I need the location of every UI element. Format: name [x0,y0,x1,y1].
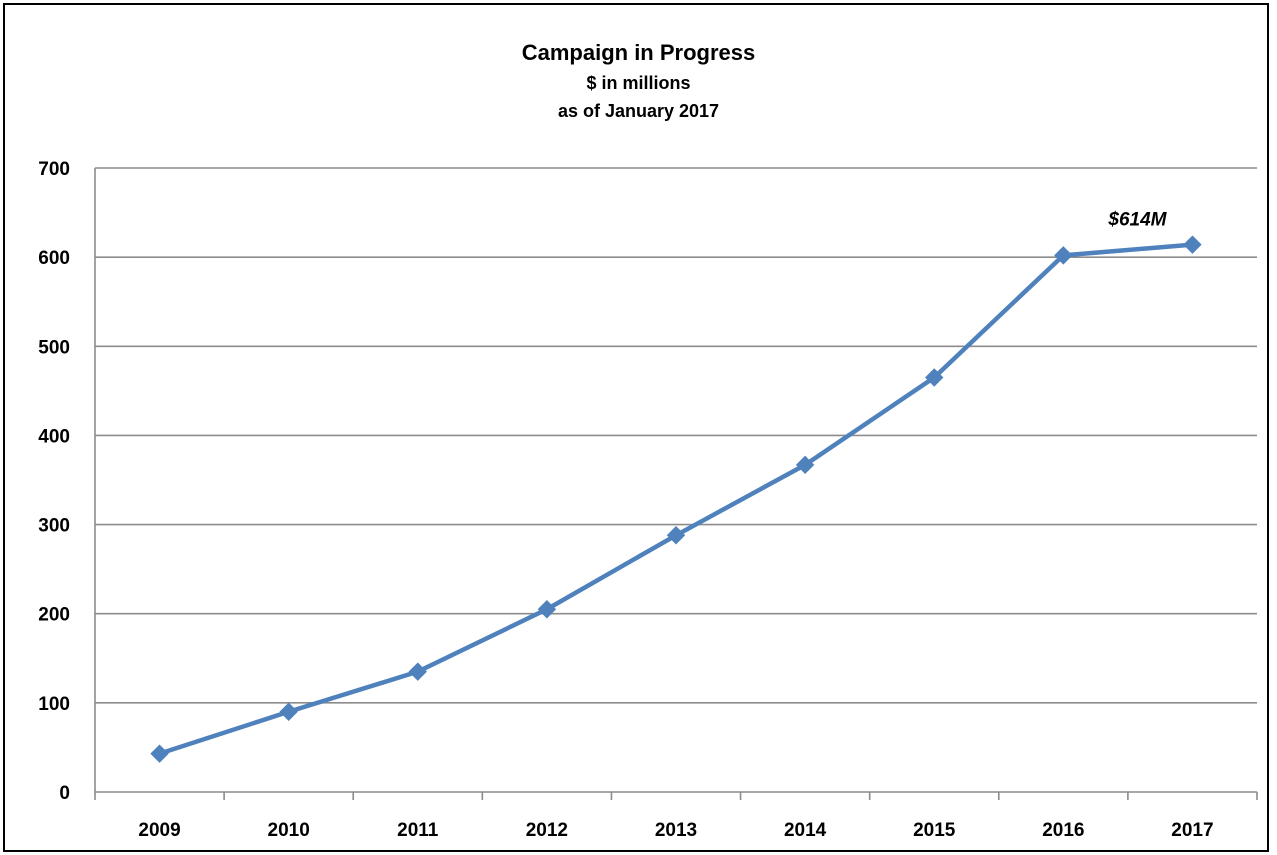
axes [94,168,1258,800]
x-tick-label-2013: 2013 [655,820,697,841]
annotation-total-label: $614M [1107,210,1167,231]
x-tick-label-2014: 2014 [784,820,827,841]
y-tick-label-200: 200 [38,605,70,626]
chart-subtitle-2: as of January 2017 [557,101,720,121]
y-tick-label-700: 700 [38,159,70,180]
x-tick-label-2015: 2015 [913,820,956,841]
gridlines [95,167,1257,704]
data-point-2016 [1054,246,1073,265]
x-tick-label-2016: 2016 [1042,820,1084,841]
chart-frame [3,3,1269,852]
y-tick-label-100: 100 [38,694,70,715]
data-point-2014 [795,455,815,475]
annotations: $614M [1107,210,1167,231]
y-axis-tick-labels: 0 100 200 300 400 500 600 700 [38,159,70,804]
x-tick-label-2009: 2009 [138,820,180,841]
series-campaign-total [150,235,1202,763]
x-tick-label-2017: 2017 [1171,820,1213,841]
chart-subtitle-1: $ in millions [586,73,691,93]
data-point-2015 [925,368,944,387]
y-tick-label-0: 0 [59,783,70,804]
data-point-2010 [279,702,298,721]
y-tick-label-400: 400 [38,426,70,447]
data-point-2009 [150,744,169,763]
x-tick-label-2011: 2011 [397,820,439,841]
data-point-2017 [1183,235,1202,254]
x-axis-tick-labels: 2009 2010 2011 2012 2013 2014 2015 2016 2017 [138,820,1213,841]
y-tick-label-500: 500 [38,337,70,358]
data-point-2013 [666,526,686,545]
chart-title-block: Campaign in Progress $ in millions as of… [0,37,1277,125]
data-point-2011 [408,662,427,681]
x-tick-label-2012: 2012 [526,820,568,841]
series-line [158,242,1193,756]
y-tick-label-600: 600 [38,248,70,269]
y-tick-label-300: 300 [38,516,70,537]
x-tick-label-2010: 2010 [268,820,310,841]
chart-title: Campaign in Progress [521,40,756,65]
data-point-2012 [537,600,557,619]
